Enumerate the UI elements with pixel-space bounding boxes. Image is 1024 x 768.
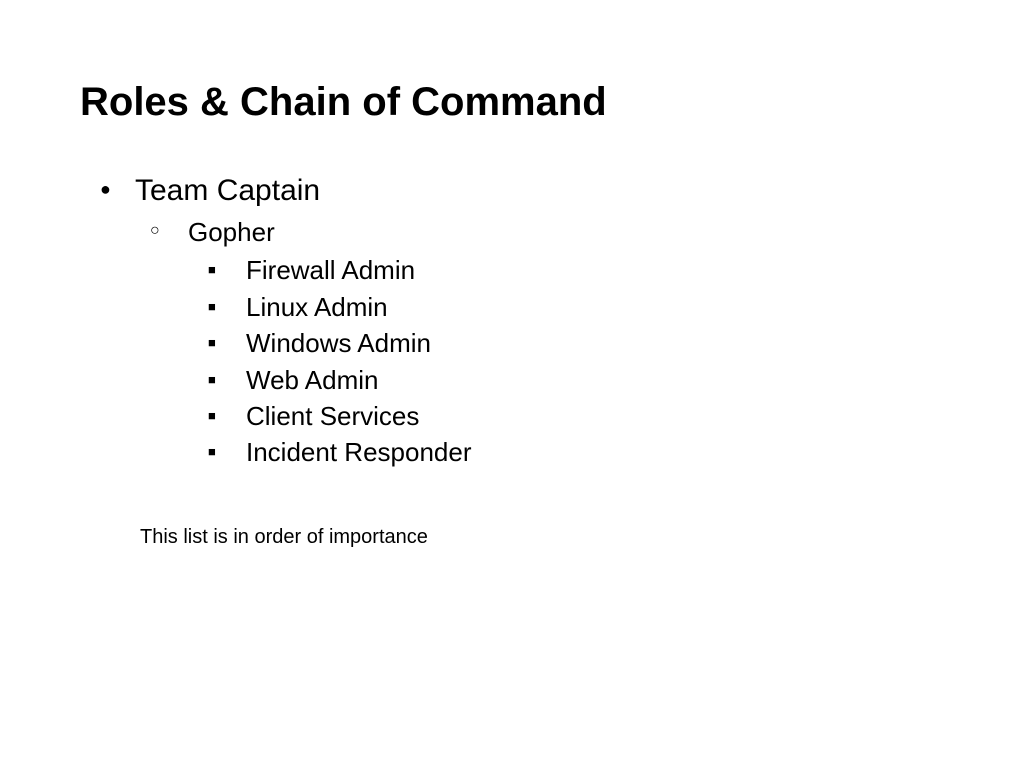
list-item-label: Team Captain: [135, 174, 320, 207]
bullet-list-level-3: Firewall Admin Linux Admin Windows Admin…: [208, 252, 964, 470]
list-item: Web Admin: [208, 362, 964, 398]
list-item-label: Gopher: [188, 217, 275, 247]
list-item: Incident Responder: [208, 434, 964, 470]
bullet-list-level-1: Team Captain Gopher Firewall Admin Linux…: [100, 170, 964, 471]
list-item-label: Incident Responder: [246, 437, 471, 467]
list-item: Firewall Admin: [208, 252, 964, 288]
list-item: Client Services: [208, 398, 964, 434]
list-item: Gopher Firewall Admin Linux Admin Window…: [150, 214, 964, 471]
list-item: Linux Admin: [208, 289, 964, 325]
list-item: Team Captain Gopher Firewall Admin Linux…: [100, 170, 964, 471]
bullet-list-level-2: Gopher Firewall Admin Linux Admin Window…: [150, 214, 964, 471]
list-item-label: Client Services: [246, 401, 419, 431]
footer-note: This list is in order of importance: [140, 526, 964, 549]
list-item: Windows Admin: [208, 325, 964, 361]
list-item-label: Windows Admin: [246, 328, 431, 358]
list-item-label: Linux Admin: [246, 292, 388, 322]
list-item-label: Firewall Admin: [246, 255, 415, 285]
slide-title: Roles & Chain of Command: [80, 80, 964, 125]
list-item-label: Web Admin: [246, 365, 378, 395]
